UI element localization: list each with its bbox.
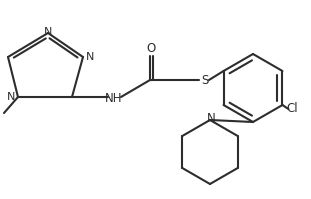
Text: O: O: [146, 43, 156, 56]
Text: Cl: Cl: [287, 102, 298, 115]
Text: N: N: [86, 52, 94, 62]
Text: N: N: [7, 92, 15, 102]
Text: NH: NH: [105, 92, 123, 104]
Text: S: S: [201, 73, 209, 87]
Text: N: N: [44, 27, 52, 37]
Text: N: N: [207, 112, 216, 126]
